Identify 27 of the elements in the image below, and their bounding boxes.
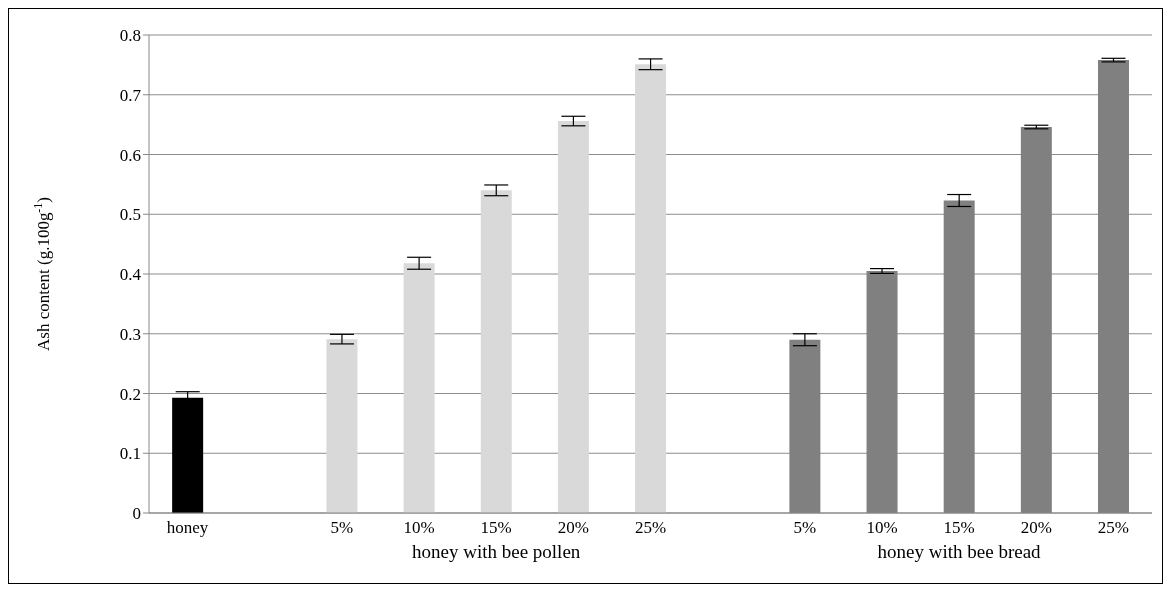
x-tick-label: 20% (1020, 518, 1052, 538)
y-tick-label: 0.8 (119, 26, 141, 46)
bar (557, 121, 589, 513)
bar (635, 64, 667, 513)
bar (403, 263, 435, 513)
x-tick-label: 20% (557, 518, 589, 538)
y-tick-label: 0.7 (119, 85, 142, 105)
bar (480, 190, 512, 513)
y-tick-label: 0 (132, 504, 141, 524)
text: honey with bee pollen (411, 541, 582, 563)
y-tick-label: 0.6 (119, 145, 141, 165)
x-tick-label: 15% (480, 518, 512, 538)
x-tick-label: 25% (1097, 518, 1130, 538)
x-tick-label: 5% (793, 518, 817, 538)
x-tick-label: 10% (403, 518, 435, 538)
y-tick-label: 0.4 (119, 265, 142, 285)
y-tick-label: 0.1 (119, 444, 141, 464)
x-tick-label: 15% (943, 518, 975, 538)
x-tick-label: 10% (866, 518, 898, 538)
x-tick-label: 5% (330, 518, 354, 538)
bar (326, 339, 358, 513)
x-tick-label: 25% (634, 518, 667, 538)
y-tick-label: 0.5 (119, 205, 141, 225)
y-tick-label: 0.2 (119, 384, 141, 404)
text: honey with bee bread (876, 541, 1042, 563)
y-tick-label: 0.3 (119, 324, 141, 344)
x-tick-label: honey (166, 518, 209, 538)
